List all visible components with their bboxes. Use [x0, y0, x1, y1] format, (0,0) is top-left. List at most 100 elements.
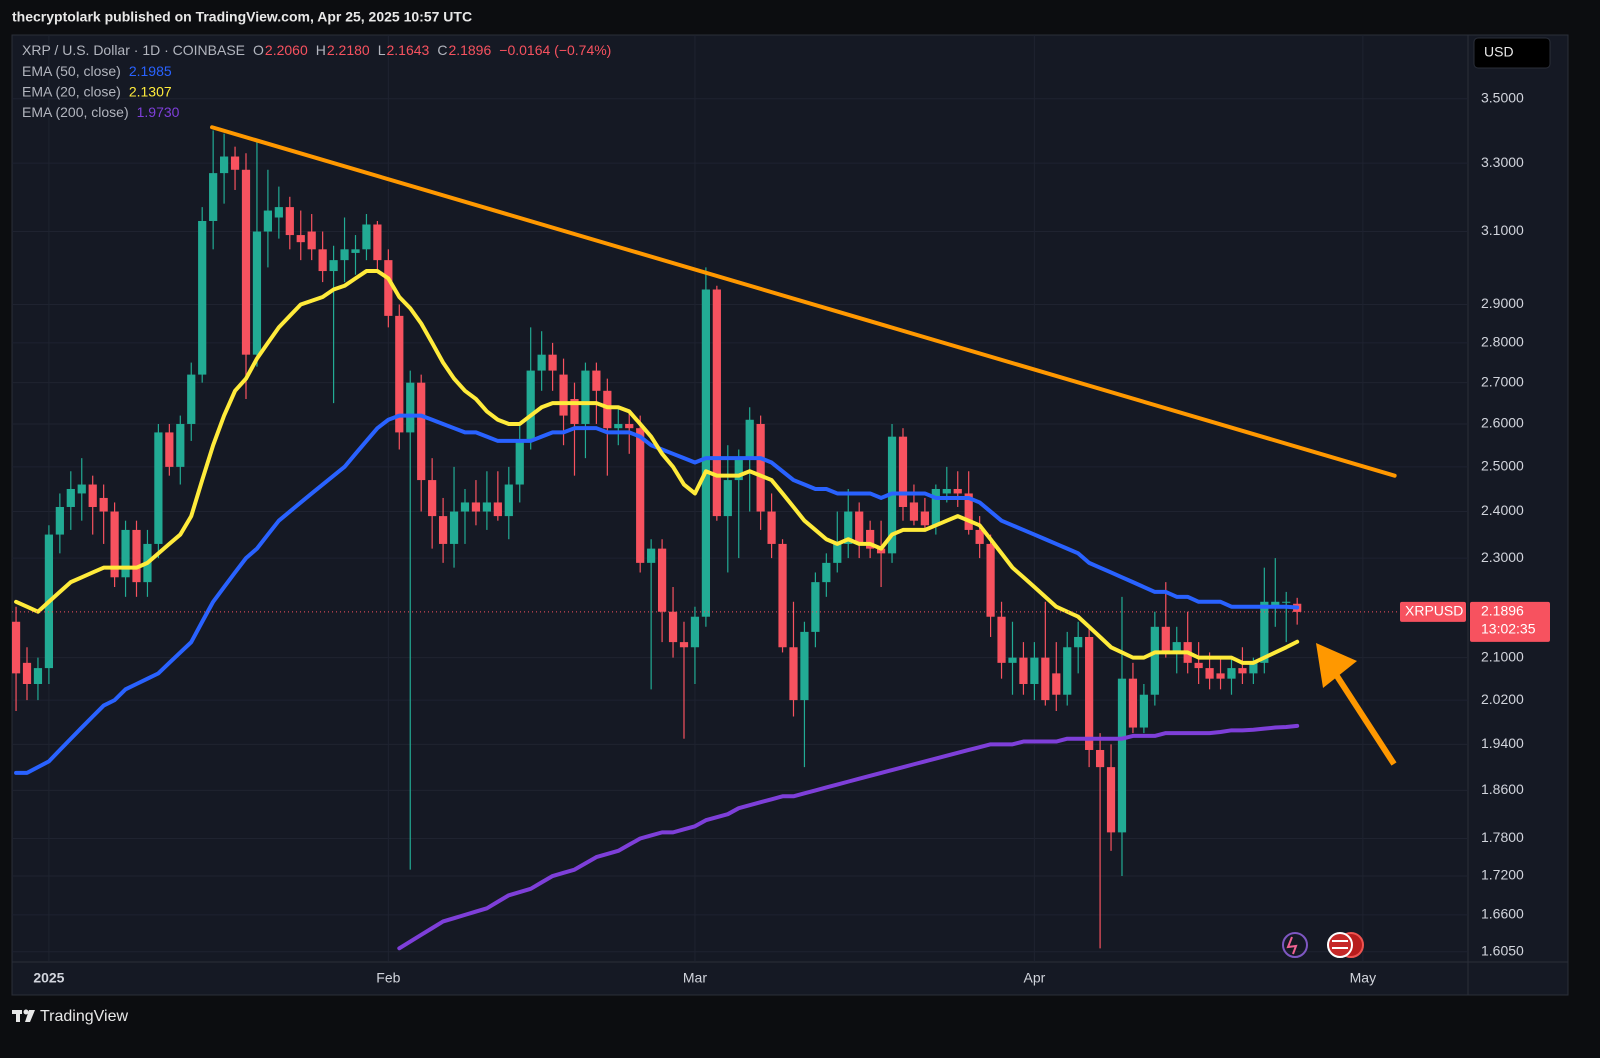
candle-body — [701, 289, 710, 617]
candle-body — [252, 231, 262, 355]
series-value: 1.9730 — [137, 104, 180, 120]
y-tick-label: 2.6000 — [1481, 415, 1524, 431]
candle-body — [307, 231, 316, 250]
symbol-badge-label: XRPUSD — [1405, 603, 1463, 619]
candle-body — [1150, 626, 1159, 695]
candle-body — [614, 423, 623, 429]
candle-body — [198, 220, 207, 375]
y-tick-label: 1.9400 — [1481, 735, 1524, 751]
plot-area — [12, 125, 1468, 951]
candle-body — [1139, 694, 1148, 728]
y-tick-label: 2.7000 — [1481, 373, 1524, 389]
x-tick-label: May — [1350, 970, 1376, 986]
candle-body — [1030, 657, 1039, 684]
y-tick-label: 3.3000 — [1481, 154, 1524, 170]
y-tick-label: 2.8000 — [1481, 334, 1524, 350]
candle-body — [395, 315, 404, 433]
symbol: XRP / U.S. Dollar · 1D · COINBASE — [22, 42, 245, 58]
currency-button[interactable] — [1473, 37, 1551, 69]
series-value: 2.1307 — [129, 83, 172, 99]
candle-body — [668, 611, 678, 643]
candle-body — [866, 529, 875, 549]
candle-body — [417, 382, 426, 481]
candle-body — [690, 616, 700, 648]
series-value: 2.1985 — [129, 63, 172, 79]
price-badge — [1470, 601, 1550, 642]
axes: 3.5000 3.3000 3.1000 2.9000 2.8000 2.7000 2.60… — [33, 89, 1550, 986]
candle-body — [77, 484, 86, 494]
candle-body — [55, 506, 64, 535]
candle-body — [1052, 673, 1061, 695]
series-legend: EMA (200, close) 1.9730 — [22, 104, 180, 120]
candle-body — [1019, 657, 1028, 684]
candle-body — [296, 235, 305, 243]
candle-body — [373, 224, 382, 261]
series-legend: EMA (20, close) 2.1307 — [22, 83, 172, 99]
candle-body — [33, 668, 43, 684]
y-tick-label: 3.5000 — [1481, 89, 1524, 105]
candle-body — [1074, 636, 1083, 648]
candle-body — [570, 399, 579, 424]
candle-body — [548, 354, 557, 371]
currency-label[interactable]: USD — [1484, 44, 1514, 60]
series-name: EMA (200, close) — [22, 104, 129, 120]
icon-stripe — [1332, 947, 1348, 949]
candle-body — [165, 432, 174, 467]
toolbar-icons — [1282, 932, 1364, 958]
candle-body — [154, 432, 163, 544]
candle-body — [176, 423, 185, 467]
trendline — [210, 125, 1397, 478]
candle-body — [449, 511, 459, 544]
candle-body — [1205, 668, 1214, 679]
candle-body — [1095, 749, 1105, 768]
candle-body — [1008, 657, 1017, 663]
icon-spark — [1282, 932, 1308, 958]
candle-body — [285, 207, 294, 236]
candle-body — [384, 260, 393, 316]
legend: XRP / U.S. Dollar · 1D · COINBASE O2.2060… — [22, 42, 611, 120]
icon-event — [1327, 932, 1353, 958]
candle-body — [187, 374, 196, 424]
arrow-shaft — [1332, 671, 1397, 766]
candle-body — [351, 249, 360, 253]
candle-body — [603, 390, 612, 429]
candle-body — [504, 484, 513, 517]
ohlc-key: H — [316, 42, 326, 58]
candle-body — [647, 548, 656, 563]
candle-body — [471, 502, 481, 512]
candle-body — [734, 458, 743, 481]
x-tick-label: Mar — [683, 970, 707, 986]
y-tick-label: 2.3000 — [1481, 549, 1524, 565]
candle-body — [712, 289, 721, 517]
candle-body — [811, 582, 820, 632]
candle-body — [778, 543, 787, 648]
candle-body — [132, 529, 141, 583]
candle-body — [1117, 678, 1127, 833]
candle-body — [1271, 601, 1280, 607]
candle-body — [1282, 601, 1291, 603]
candle-body — [855, 511, 864, 544]
y-tick-label: 1.7200 — [1481, 867, 1524, 883]
candle-body — [789, 647, 798, 701]
candle-body — [1216, 673, 1225, 679]
y-tick-label: 1.6600 — [1481, 906, 1524, 922]
candle-body — [964, 493, 973, 530]
candle-body — [219, 156, 229, 174]
candle-body — [537, 354, 546, 371]
candle-body — [209, 173, 218, 221]
candle-body — [1249, 662, 1258, 674]
x-tick-label: Apr — [1023, 970, 1045, 986]
candle-body — [12, 621, 21, 674]
candle-body — [1161, 626, 1170, 653]
candle-body — [920, 511, 929, 526]
candle-body — [942, 488, 951, 494]
x-tick-label: Feb — [376, 970, 400, 986]
candle-body — [482, 502, 492, 512]
publisher: thecryptolark published on TradingView.c… — [12, 9, 472, 25]
candle-body — [909, 502, 919, 521]
candle-body — [362, 224, 371, 250]
ohlc-value: 2.2060 — [265, 42, 308, 58]
candle-body — [1227, 668, 1236, 679]
logo-part — [25, 1010, 35, 1022]
arrow-head — [1316, 643, 1357, 688]
